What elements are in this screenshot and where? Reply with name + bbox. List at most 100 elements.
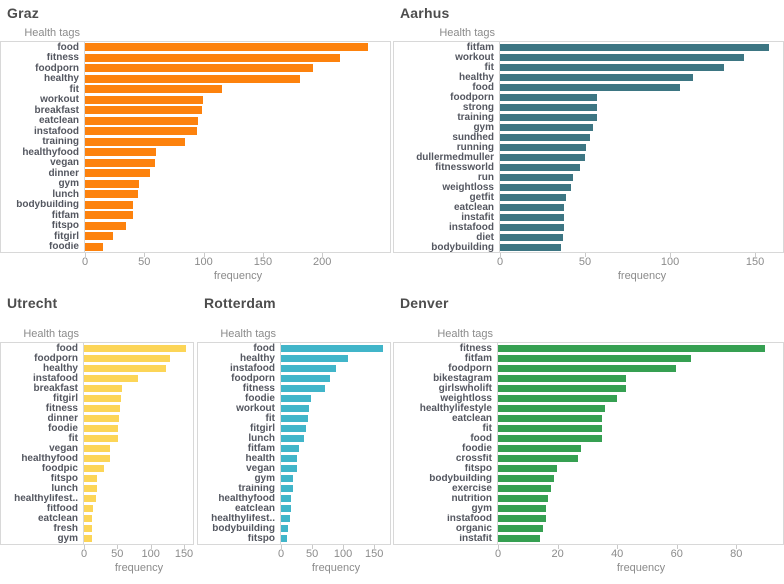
bar-fitfam[interactable]	[85, 211, 134, 220]
bar-eatclean[interactable]	[498, 414, 602, 422]
bar-fitfam[interactable]	[498, 354, 691, 362]
bar-eatclean[interactable]	[281, 505, 291, 513]
bar-instafood[interactable]	[85, 127, 198, 136]
bar-instafood[interactable]	[84, 374, 138, 382]
bar-healthyfood[interactable]	[281, 495, 292, 503]
bar-bodybuilding[interactable]	[498, 475, 555, 483]
bar-fit[interactable]	[500, 63, 724, 71]
bar-fitfood[interactable]	[84, 505, 93, 513]
bar-diet[interactable]	[500, 233, 563, 241]
bar-instafood[interactable]	[281, 364, 337, 372]
bar-running[interactable]	[500, 143, 587, 151]
bar-fitness[interactable]	[498, 344, 766, 352]
bar-foodporn[interactable]	[500, 93, 597, 101]
bar-girlswholift[interactable]	[498, 384, 626, 392]
bar-healthy[interactable]	[281, 354, 348, 362]
bar-training[interactable]	[85, 137, 186, 146]
bar-fitnessworld[interactable]	[500, 163, 580, 171]
bar-bikestagram[interactable]	[498, 374, 626, 382]
bar-fitspo[interactable]	[498, 465, 558, 473]
bar-healthyfood[interactable]	[84, 455, 110, 463]
bar-getfit[interactable]	[500, 193, 567, 201]
bar-sundhed[interactable]	[500, 133, 590, 141]
bar-healthylifest[interactable]	[281, 515, 291, 523]
bar-crossfit[interactable]	[498, 455, 579, 463]
bar-food[interactable]	[84, 344, 187, 352]
bar-lunch[interactable]	[281, 434, 304, 442]
bar-foodie[interactable]	[84, 424, 119, 432]
bar-fitness[interactable]	[85, 53, 341, 62]
bar-eatclean[interactable]	[500, 203, 565, 211]
bar-foodie[interactable]	[281, 394, 311, 402]
bar-lunch[interactable]	[85, 190, 139, 199]
bar-bodybuilding[interactable]	[500, 243, 561, 251]
bar-fitgirl[interactable]	[281, 424, 306, 432]
bar-dinner[interactable]	[84, 414, 119, 422]
bar-healthylifest[interactable]	[84, 495, 96, 503]
bar-fitness[interactable]	[281, 384, 326, 392]
bar-vegan[interactable]	[84, 444, 110, 452]
bar-training[interactable]	[500, 113, 597, 121]
bar-food[interactable]	[500, 83, 680, 91]
bar-healthy[interactable]	[500, 73, 694, 81]
bar-foodporn[interactable]	[85, 64, 314, 73]
bar-gym[interactable]	[85, 179, 140, 188]
bar-fit[interactable]	[498, 424, 602, 432]
bar-instafood[interactable]	[498, 515, 546, 523]
bar-workout[interactable]	[500, 53, 745, 61]
bar-fitfam[interactable]	[281, 444, 300, 452]
bar-training[interactable]	[281, 485, 293, 493]
bar-fitness[interactable]	[84, 404, 121, 412]
bar-dinner[interactable]	[85, 169, 151, 178]
bar-bodybuilding[interactable]	[85, 200, 134, 209]
bar-instafood[interactable]	[500, 223, 565, 231]
bar-foodpic[interactable]	[84, 465, 104, 473]
bar-organic[interactable]	[498, 525, 543, 533]
bar-foodporn[interactable]	[281, 374, 331, 382]
bar-nutrition[interactable]	[498, 495, 549, 503]
bar-instafit[interactable]	[500, 213, 565, 221]
bar-gym[interactable]	[281, 475, 294, 483]
bar-fitgirl[interactable]	[84, 394, 121, 402]
bar-health[interactable]	[281, 455, 297, 463]
bar-fitgirl[interactable]	[85, 232, 114, 241]
bar-foodporn[interactable]	[84, 354, 170, 362]
bar-foodie[interactable]	[85, 242, 103, 251]
bar-healthyfood[interactable]	[85, 148, 156, 157]
bar-dullermedmuller[interactable]	[500, 153, 585, 161]
bar-fit[interactable]	[84, 434, 118, 442]
bar-breakfast[interactable]	[84, 384, 122, 392]
bar-fitspo[interactable]	[84, 475, 98, 483]
bar-bodybuilding[interactable]	[281, 525, 289, 533]
bar-vegan[interactable]	[85, 158, 155, 167]
bar-instafit[interactable]	[498, 535, 540, 543]
bar-vegan[interactable]	[281, 465, 297, 473]
bar-healthylifestyle[interactable]	[498, 404, 605, 412]
bar-foodie[interactable]	[498, 444, 582, 452]
bar-fitspo[interactable]	[281, 535, 288, 543]
bar-fit[interactable]	[281, 414, 309, 422]
bar-gym[interactable]	[84, 535, 92, 543]
bar-lunch[interactable]	[84, 485, 98, 493]
bar-foodporn[interactable]	[498, 364, 677, 372]
bar-fresh[interactable]	[84, 525, 92, 533]
bar-fitspo[interactable]	[85, 221, 127, 230]
bar-food[interactable]	[85, 43, 368, 52]
bar-food[interactable]	[498, 434, 602, 442]
bar-food[interactable]	[281, 344, 383, 352]
bar-breakfast[interactable]	[85, 106, 203, 115]
bar-healthy[interactable]	[84, 364, 166, 372]
bar-fitfam[interactable]	[500, 43, 770, 51]
bar-weightloss[interactable]	[500, 183, 572, 191]
bar-strong[interactable]	[500, 103, 597, 111]
bar-workout[interactable]	[85, 95, 204, 104]
bar-workout[interactable]	[281, 404, 309, 412]
bar-healthy[interactable]	[85, 74, 301, 83]
bar-weightloss[interactable]	[498, 394, 617, 402]
bar-eatclean[interactable]	[85, 116, 199, 125]
bar-gym[interactable]	[500, 123, 594, 131]
bar-fit[interactable]	[85, 85, 223, 94]
bar-gym[interactable]	[498, 505, 546, 513]
bar-eatclean[interactable]	[84, 515, 92, 523]
bar-exercise[interactable]	[498, 485, 552, 493]
